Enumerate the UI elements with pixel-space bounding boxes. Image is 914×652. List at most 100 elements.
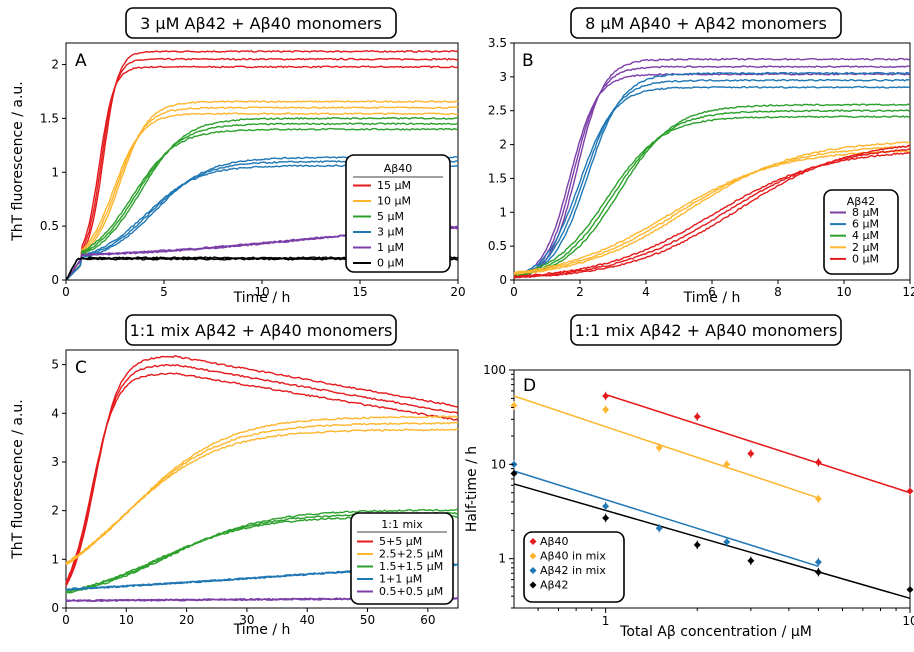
panel-d-legend-label-a-40-in-mix: Aβ40 in mix [540,550,606,563]
panel-c-axes [65,349,459,609]
panel-b-curve-0-m-rep-2 [513,148,911,278]
panel-a-title: 3 µM Aβ42 + Aβ40 monomers [140,14,382,33]
panel-b-y-tick-label: 2.5 [488,104,507,118]
panel-a-curves [65,50,459,281]
panel-a-curve-5-m-rep-3 [65,116,459,281]
panel-d-fit-lines [513,393,911,600]
panel-b-x-tick-label: 0 [510,285,518,299]
panel-d-legend-label-a-42-in-mix: Aβ42 in mix [540,564,606,577]
panel-d-fit-a-40 [605,393,911,494]
panel-c-curve-5-5-m-rep-1 [65,372,459,583]
panel-d-point-a-40 [693,413,701,421]
panel-c-curve-5-5-m-rep-3 [65,355,459,587]
panel-b-legend-items: 8 µM6 µM4 µM2 µM0 µM [830,206,879,265]
panel-b-curve-2-m-rep-2 [513,145,910,275]
panel-a-legend-title: Aβ40 [384,162,413,175]
panel-d-point-a-40-in-mix [655,444,663,452]
panel-b-y-tick-label: 1 [499,205,507,219]
panel-c-legend-label-1-5-1-5-m: 1.5+1.5 µM [379,560,443,573]
panel-a-curve-15-m-rep-3 [65,50,459,281]
panel-c-x-tick-label: 50 [360,613,375,627]
panel-c-letter: C [75,358,87,378]
panel-c-title: 1:1 mix Aβ42 + Aβ40 monomers [130,321,393,340]
panel-b-x-tick-label: 10 [836,285,851,299]
panel-a-legend-items: 15 µM 10 µM 5 µM 3 µM 1 µM 0 µM [353,179,411,270]
panel-a-y-tick-label: 1 [51,165,59,179]
panel-d-legend-marker-a-40-in-mix [529,552,537,560]
panel-d-point-a-40-in-mix [814,495,822,503]
panel-d-point-a-40-in-mix [723,460,731,468]
panel-c-x-tick-label: 10 [119,613,134,627]
panel-d-y-label: Half-time / h [464,446,480,532]
panel-b-y-tick-label: 0.5 [488,239,507,253]
panel-b-x-tick-label: 2 [576,285,584,299]
panel-a-x-tick-label: 15 [352,285,367,299]
panel-a-curve-15-m-rep-2 [65,57,459,281]
panel-d-legend-marker-a-40 [529,538,537,545]
panel-c-title-box [125,314,397,346]
panel-a-x-tick-label: 10 [254,285,269,299]
panel-b-legend-label-2-m: 2 µM [852,241,879,254]
panel-d-point-a-42-in-mix [602,502,610,510]
panel-b-curve-2-m-rep-3 [513,141,911,276]
panel-c-y-label: ThT fluorescence / a.u. [10,399,26,560]
panel-d-fit-a-42-in-mix [513,470,819,568]
panel-d-legend-marker-a-42 [529,581,537,589]
panel-d-point-a-42 [814,568,822,576]
panel-b-curve-4-m-rep-1 [513,115,911,276]
panel-b-x-tick-label: 12 [902,285,914,299]
panel-a-y-tick-label: 0.5 [40,219,59,233]
panel-c-legend-label-1-1-m: 1+1 µM [379,573,422,586]
panel-b-legend: Aβ42 8 µM6 µM4 µM2 µM0 µM [823,189,899,275]
panel-c-x-ticks: 0 10 20 30 40 50 60 [62,608,435,627]
panel-b-x-tick-label: 8 [774,285,782,299]
panel-d-legend-marker-a-42-in-mix [529,567,537,574]
panel-a-y-tick-label: 2 [51,58,59,72]
panel-a-y-ticks: 0 0.5 1 1.5 2 [40,58,66,287]
panel-c-legend-items: 5+5 µM2.5+2.5 µM1.5+1.5 µM1+1 µM0.5+0.5 … [357,535,443,598]
panel-b-legend-label-4-m: 4 µM [852,229,879,242]
panel-a-curve-10-m-rep-3 [65,100,459,281]
panel-b-x-label: Time / h [683,290,741,306]
panel-b-curve-0-m-rep-1 [513,151,911,278]
panel-a-legend-box [345,154,451,273]
panel-d-point-a-42 [602,514,610,522]
panel-b-curve-4-m-rep-2 [513,109,911,277]
panel-c-legend-title: 1:1 mix [381,518,423,531]
panel-b-x-tick-label: 6 [708,285,716,299]
panel-c-legend-label-5-5-m: 5+5 µM [379,535,422,548]
panel-b-y-ticks: 0 0.5 1 1.5 2 2.5 3 3.5 [488,36,514,287]
panel-b-y-tick-label: 0 [499,273,507,287]
panel-a-curve-10-m-rep-1 [65,112,459,281]
panel-c-y-tick-label: 1 [51,552,59,566]
panel-b-curves [513,57,911,279]
panel-c-x-label: Time / h [233,622,291,638]
panel-c-x-tick-label: 40 [300,613,315,627]
panel-d-point-a-40 [814,458,822,466]
panel-a-title-box [125,7,397,39]
panel-d-point-a-40 [906,487,914,495]
panel-d-y-tick-label: 100 [483,363,506,377]
panel-b-title-box [570,7,842,39]
panel-a-y-tick-label: 1.5 [40,111,59,125]
panel-d-point-a-42 [906,586,914,594]
panel-a-x-tick-label: 20 [450,285,465,299]
panel-d-point-a-42-in-mix [655,524,663,532]
panel-a-x-tick-label: 5 [160,285,168,299]
panel-b-curve-6-m-rep-2 [513,78,911,278]
panel-c-curve-2-5-2-5-m-rep-3 [65,415,459,566]
panel-a-legend-label-5-m: 5 µM [377,210,404,223]
panel-b-y-tick-label: 1.5 [488,171,507,185]
panel-c: 1:1 mix Aβ42 + Aβ40 monomers C 0 10 20 30 40… [10,314,459,638]
panel-c-y-tick-label: 2 [51,504,59,518]
panel-d-title: 1:1 mix Aβ42 + Aβ40 monomers [575,321,838,340]
panel-b: 8 µM Aβ40 + Aβ42 monomers B 0 2 4 6 8 10 12 00… [488,7,914,306]
panel-d-title-box [570,314,842,346]
panel-d-legend-label-a-40: Aβ40 [540,535,569,548]
panel-b-curve-8-m-rep-3 [513,57,911,279]
panel-b-x-ticks: 0 2 4 6 8 10 12 [510,280,914,299]
panel-a-curve-5-m-rep-1 [65,127,459,281]
panel-a-legend-label-0-m: 0 µM [377,257,404,270]
